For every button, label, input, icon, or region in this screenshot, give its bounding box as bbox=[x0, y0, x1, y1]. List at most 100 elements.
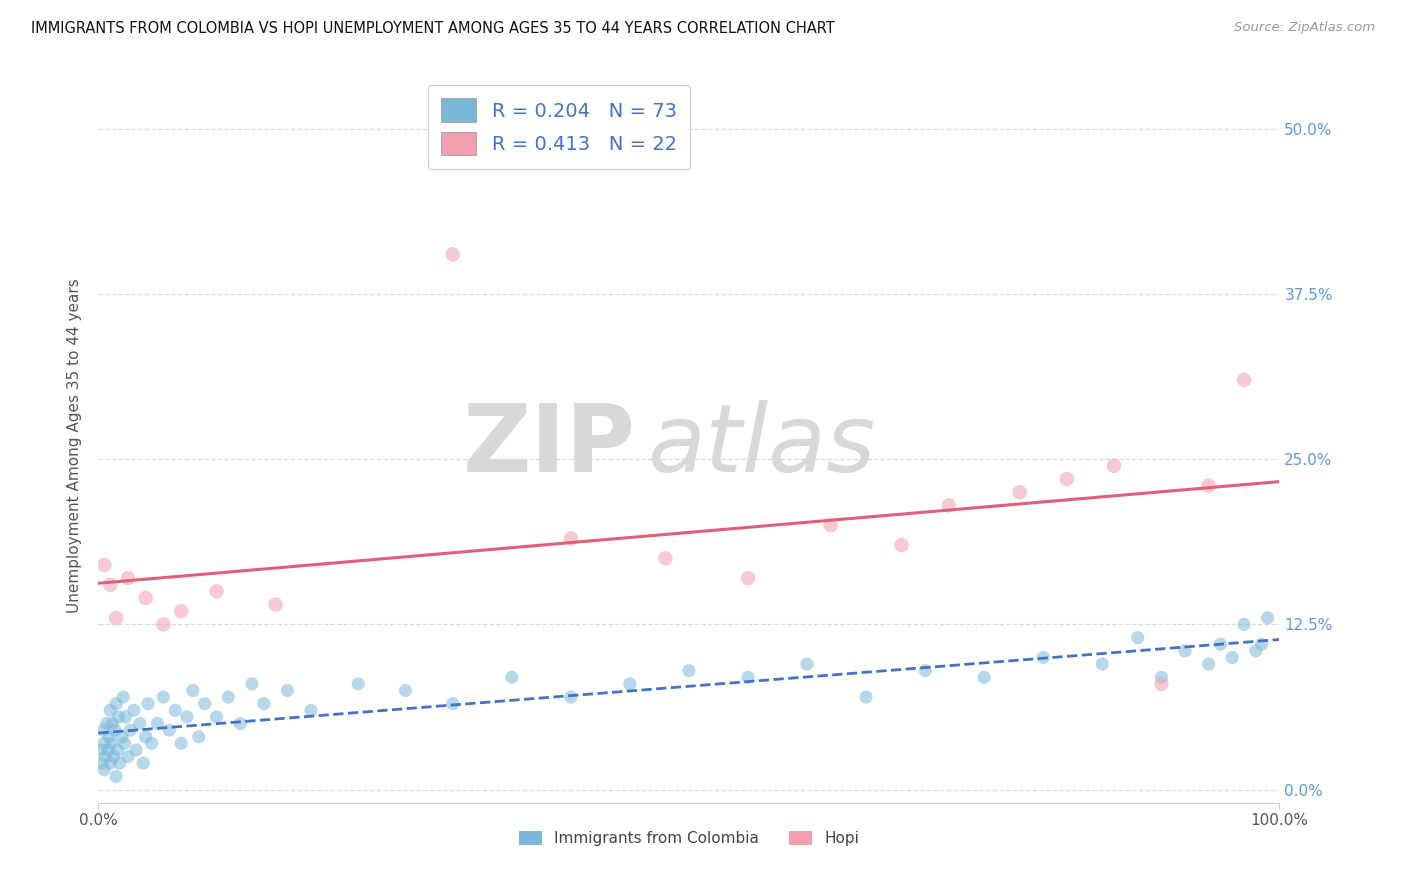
Point bbox=[1233, 373, 1256, 387]
Point bbox=[1198, 657, 1220, 671]
Point bbox=[98, 578, 121, 592]
Point bbox=[737, 571, 759, 585]
Point bbox=[105, 611, 128, 625]
Point bbox=[1150, 677, 1173, 691]
Point bbox=[560, 532, 582, 546]
Point bbox=[205, 710, 228, 724]
Point bbox=[105, 697, 128, 711]
Point bbox=[890, 538, 912, 552]
Point bbox=[136, 697, 159, 711]
Point bbox=[97, 743, 120, 757]
Point bbox=[93, 763, 115, 777]
Point bbox=[135, 730, 157, 744]
Point bbox=[93, 736, 115, 750]
Point bbox=[135, 591, 157, 605]
Text: Source: ZipAtlas.com: Source: ZipAtlas.com bbox=[1234, 21, 1375, 35]
Point bbox=[132, 756, 155, 771]
Point bbox=[170, 604, 193, 618]
Point bbox=[152, 617, 174, 632]
Point bbox=[1174, 644, 1197, 658]
Point bbox=[96, 716, 118, 731]
Point bbox=[112, 690, 135, 704]
Point bbox=[1209, 637, 1232, 651]
Point bbox=[973, 670, 995, 684]
Point bbox=[1102, 458, 1125, 473]
Point bbox=[560, 690, 582, 704]
Point bbox=[100, 736, 122, 750]
Point bbox=[1233, 617, 1256, 632]
Point bbox=[98, 756, 121, 771]
Point bbox=[125, 743, 148, 757]
Legend: Immigrants from Colombia, Hopi: Immigrants from Colombia, Hopi bbox=[513, 825, 865, 852]
Point bbox=[1220, 650, 1243, 665]
Text: ZIP: ZIP bbox=[463, 400, 636, 492]
Point bbox=[264, 598, 287, 612]
Point bbox=[240, 677, 263, 691]
Point bbox=[107, 710, 129, 724]
Point bbox=[194, 697, 217, 711]
Point bbox=[165, 703, 187, 717]
Point bbox=[619, 677, 641, 691]
Point bbox=[938, 499, 960, 513]
Text: atlas: atlas bbox=[648, 401, 876, 491]
Point bbox=[347, 677, 370, 691]
Point bbox=[128, 716, 150, 731]
Point bbox=[105, 743, 128, 757]
Point bbox=[98, 730, 121, 744]
Point bbox=[141, 736, 163, 750]
Point bbox=[114, 710, 136, 724]
Point bbox=[1150, 670, 1173, 684]
Point bbox=[101, 716, 124, 731]
Point bbox=[104, 723, 127, 738]
Point bbox=[1250, 637, 1272, 651]
Point bbox=[796, 657, 818, 671]
Point bbox=[91, 756, 114, 771]
Point bbox=[299, 703, 322, 717]
Point bbox=[152, 690, 174, 704]
Point bbox=[1198, 478, 1220, 492]
Point bbox=[91, 723, 114, 738]
Y-axis label: Unemployment Among Ages 35 to 44 years: Unemployment Among Ages 35 to 44 years bbox=[66, 278, 82, 614]
Point bbox=[276, 683, 298, 698]
Point bbox=[187, 730, 209, 744]
Point bbox=[94, 749, 117, 764]
Point bbox=[108, 756, 131, 771]
Point bbox=[112, 736, 135, 750]
Point bbox=[501, 670, 523, 684]
Point bbox=[205, 584, 228, 599]
Point bbox=[170, 736, 193, 750]
Point bbox=[1008, 485, 1031, 500]
Point bbox=[855, 690, 877, 704]
Point bbox=[157, 723, 180, 738]
Point bbox=[1257, 611, 1279, 625]
Point bbox=[98, 703, 121, 717]
Point bbox=[1056, 472, 1078, 486]
Point bbox=[678, 664, 700, 678]
Point bbox=[117, 749, 139, 764]
Point bbox=[176, 710, 198, 724]
Point bbox=[117, 571, 139, 585]
Point bbox=[93, 558, 115, 572]
Point bbox=[105, 769, 128, 783]
Point bbox=[737, 670, 759, 684]
Point bbox=[253, 697, 276, 711]
Point bbox=[1244, 644, 1267, 658]
Point bbox=[1126, 631, 1149, 645]
Point bbox=[120, 723, 142, 738]
Point bbox=[103, 749, 125, 764]
Point bbox=[181, 683, 204, 698]
Point bbox=[820, 518, 842, 533]
Point bbox=[217, 690, 239, 704]
Point bbox=[1091, 657, 1114, 671]
Point bbox=[394, 683, 416, 698]
Point bbox=[111, 730, 134, 744]
Point bbox=[654, 551, 676, 566]
Point bbox=[122, 703, 145, 717]
Point bbox=[146, 716, 169, 731]
Point bbox=[441, 247, 464, 261]
Point bbox=[229, 716, 252, 731]
Point bbox=[441, 697, 464, 711]
Point bbox=[1032, 650, 1054, 665]
Point bbox=[90, 743, 112, 757]
Point bbox=[914, 664, 936, 678]
